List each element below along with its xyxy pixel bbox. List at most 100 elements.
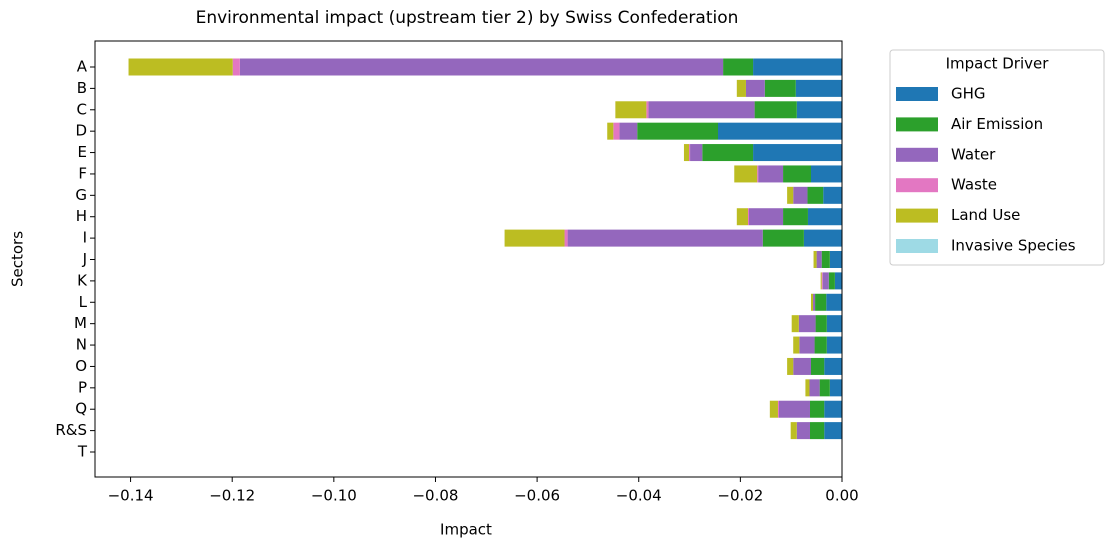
bar-segment (824, 357, 842, 375)
bar-segment (829, 251, 842, 268)
bar-segment (822, 272, 829, 290)
bar-segment (736, 208, 748, 226)
legend-swatch (896, 147, 938, 162)
bar-segment (793, 336, 800, 354)
bar-segment (824, 400, 842, 418)
bar-segment (783, 165, 812, 183)
bar-segment (128, 58, 233, 76)
bar-segment (799, 336, 815, 354)
legend-label: Land Use (951, 206, 1020, 224)
y-tick-label: F (78, 164, 87, 182)
y-tick-label: N (76, 336, 87, 354)
y-tick-label: H (76, 207, 87, 225)
y-tick-label: M (74, 314, 87, 332)
bar-segment (823, 186, 842, 204)
bar-segment (805, 379, 810, 397)
bar-segment (824, 422, 842, 440)
bar-segment (826, 315, 842, 333)
bar-segment (798, 315, 816, 333)
legend-swatch (896, 87, 938, 101)
bar-segment (637, 122, 719, 140)
bar-segment (783, 208, 808, 226)
x-tick-label: −0.14 (108, 487, 154, 505)
y-tick-label: J (82, 250, 87, 268)
bar-segment (764, 79, 796, 97)
bar-segment (809, 400, 825, 418)
bar-segment (834, 272, 842, 290)
bar-segment (787, 357, 794, 375)
bar-segment (754, 101, 797, 119)
y-tick-label: I (83, 229, 87, 247)
bar-segment (815, 293, 827, 311)
bar-segment (749, 208, 784, 226)
bar-segment (239, 58, 724, 76)
x-tick-label: −0.04 (616, 487, 662, 505)
bar-segment (821, 251, 830, 268)
bar-segment (689, 144, 691, 162)
legend-swatch (896, 239, 938, 253)
bar-segment (778, 400, 810, 418)
legend-swatch (896, 117, 938, 132)
bar-segment (619, 122, 638, 140)
bar-segment (791, 315, 799, 333)
bar-segment (816, 251, 822, 268)
bar-segment (813, 251, 817, 268)
legend-label: Air Emission (951, 115, 1043, 133)
y-tick-label: R&S (55, 421, 87, 439)
y-tick-label: C (77, 100, 87, 118)
legend-label: Water (951, 145, 996, 163)
bar-segment (648, 101, 755, 119)
bar-segment (690, 144, 703, 162)
bar-segment (828, 272, 835, 290)
bar-segment (613, 122, 620, 140)
bar-segment (757, 165, 759, 183)
chart-title: Environmental impact (upstream tier 2) b… (196, 8, 739, 28)
x-tick-label: −0.08 (412, 487, 458, 505)
bar-segment (790, 422, 797, 440)
bar-segment (736, 79, 746, 97)
bar-segment (811, 293, 814, 311)
legend-label: Waste (951, 176, 997, 194)
legend-swatch (896, 208, 938, 223)
bar-segment (796, 101, 842, 119)
bar-segment (813, 293, 816, 311)
bar-segment (777, 400, 779, 418)
legend-label: GHG (951, 85, 986, 103)
legend-title: Impact Driver (946, 55, 1050, 73)
bar-segment (564, 229, 568, 247)
bar-segment (807, 186, 824, 204)
bar-segment (821, 272, 823, 290)
legend-label: Invasive Species (951, 237, 1076, 255)
x-tick-label: 0.00 (825, 487, 858, 505)
bar-segment (803, 229, 842, 247)
y-tick-label: A (77, 58, 88, 76)
x-tick-label: −0.02 (717, 487, 763, 505)
y-tick-label: E (78, 143, 87, 161)
legend-swatch (896, 178, 938, 193)
bar-segment (718, 122, 842, 140)
bar-segment (807, 208, 842, 226)
bar-segment (796, 422, 810, 440)
bar-segment (646, 101, 649, 119)
bar-segment (747, 208, 750, 226)
bar-segment (809, 379, 820, 397)
bar-segment (753, 144, 842, 162)
bar-segment (815, 315, 827, 333)
y-tick-label: L (79, 293, 88, 311)
bar-segment (232, 58, 240, 76)
bar-segment (758, 165, 784, 183)
bar-segment (769, 400, 778, 418)
bar-segment (829, 379, 842, 397)
bar-segment (793, 186, 808, 204)
y-tick-label: B (77, 79, 87, 97)
bar-segment (811, 165, 842, 183)
bar-segment (723, 58, 754, 76)
y-tick-label: P (78, 378, 87, 396)
legend-box (889, 49, 1105, 266)
x-tick-label: −0.06 (514, 487, 560, 505)
bar-segment (826, 293, 842, 311)
bar-segment (745, 79, 765, 97)
y-axis-label: Sectors (9, 231, 27, 287)
y-tick-label: G (75, 186, 87, 204)
